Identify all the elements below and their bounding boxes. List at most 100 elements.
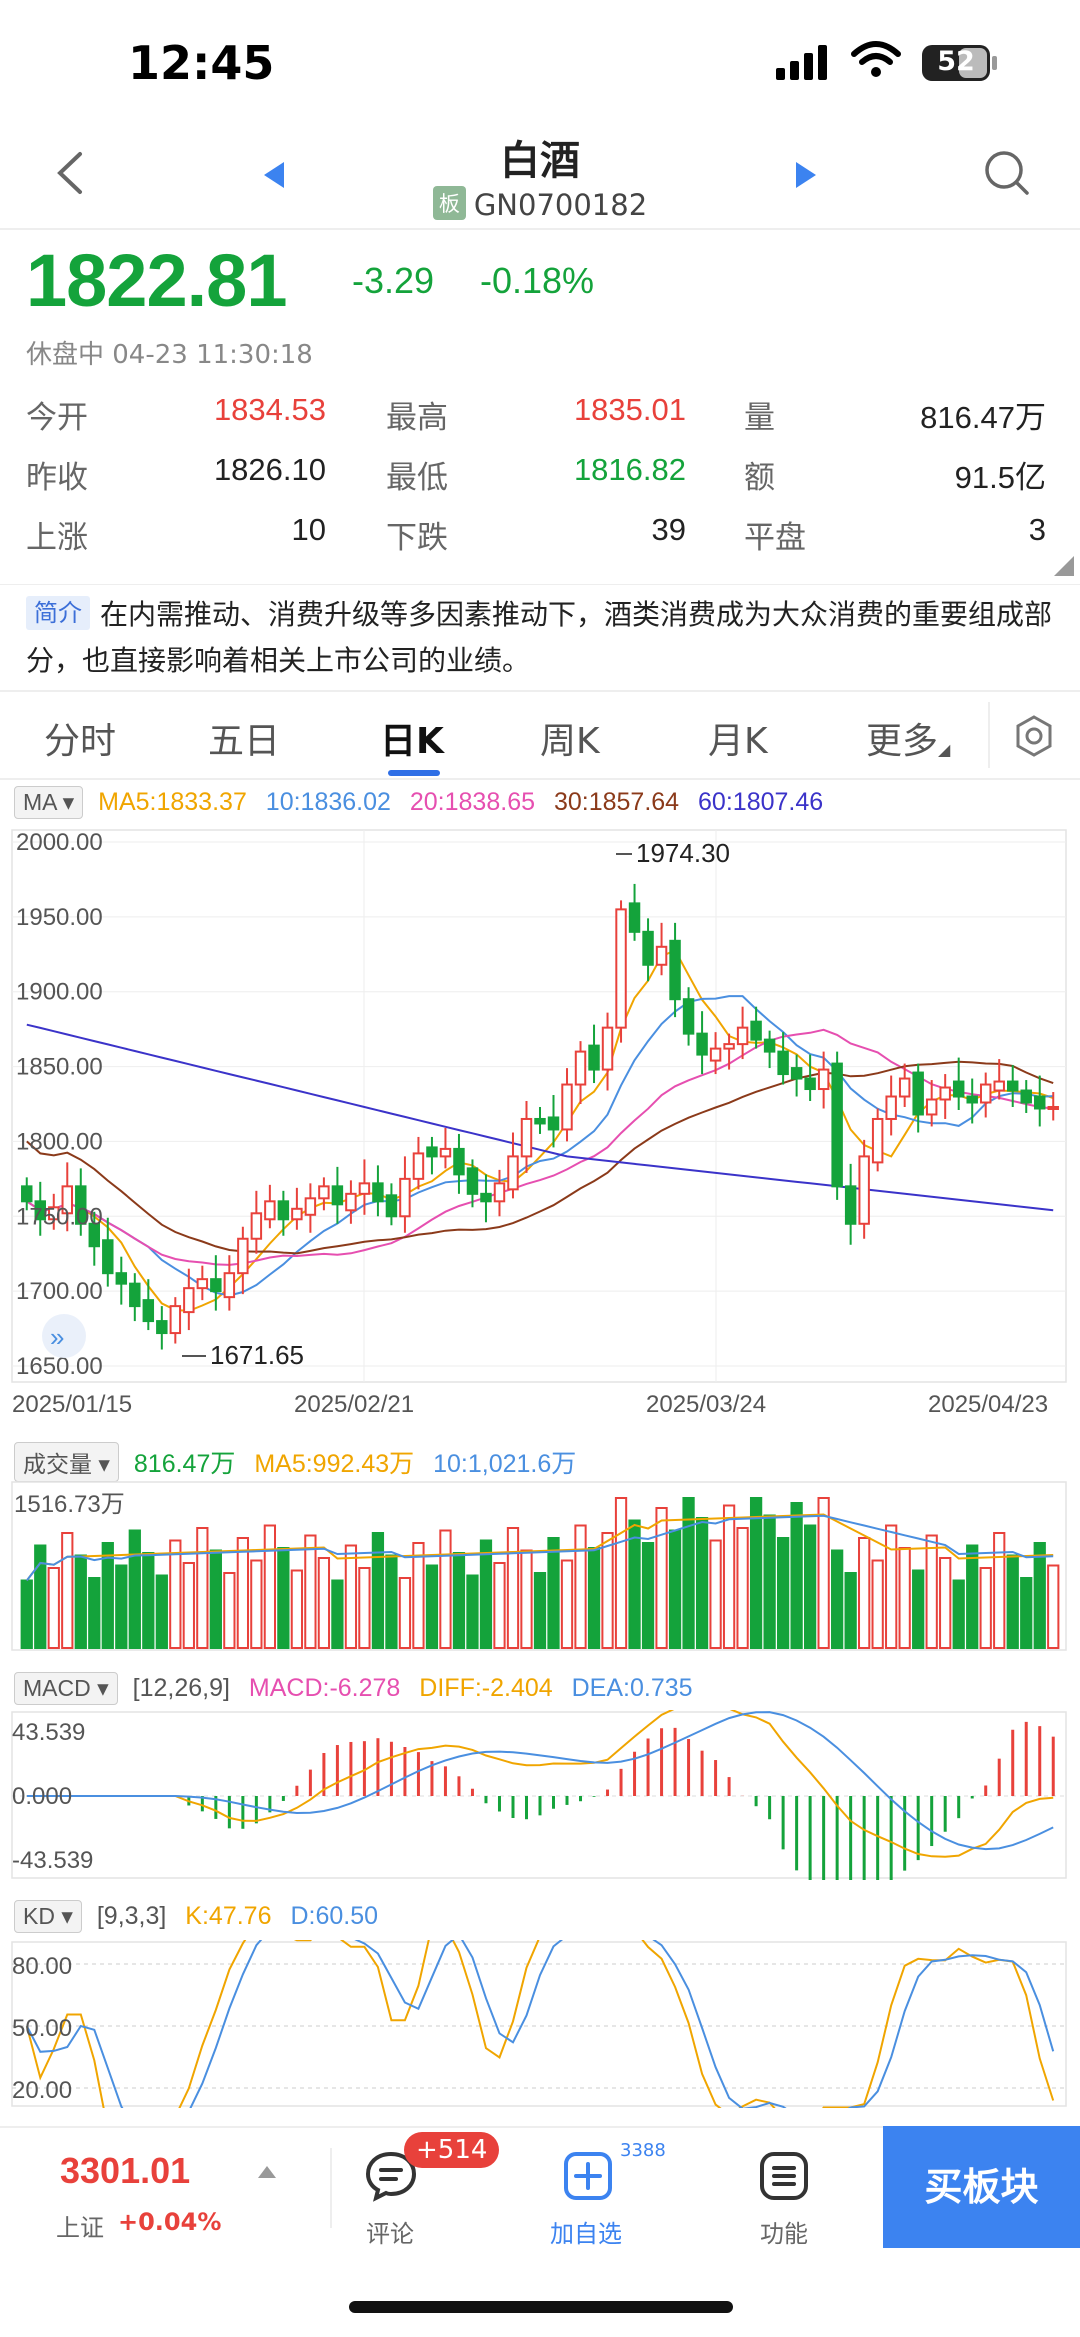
macd-selector-button[interactable]: MACD ▾ xyxy=(14,1672,118,1705)
period-high-label: 1974.30 xyxy=(636,838,730,868)
candle-body xyxy=(399,1177,411,1218)
volume-bar xyxy=(709,1539,722,1649)
volume-bar xyxy=(236,1537,249,1649)
home-indicator[interactable] xyxy=(349,2301,733,2313)
macd-tick-top: 43.539 xyxy=(12,1719,85,1746)
stat-label: 最低 xyxy=(386,460,448,496)
volume-bar xyxy=(223,1572,236,1649)
scroll-left-button[interactable]: » xyxy=(42,1314,86,1358)
y-tick-label: 1850.00 xyxy=(16,1054,103,1081)
intro-text: 在内需推动、消费升级等多因素推动下，酒类消费成为大众消费的重要组成部分，也直接影… xyxy=(26,598,1053,677)
candle-body xyxy=(871,1117,884,1164)
tab-daily-k[interactable]: 日K xyxy=(380,721,444,762)
comment-icon[interactable] xyxy=(364,2150,418,2202)
y-tick-label: 1700.00 xyxy=(16,1278,103,1305)
tab-five-day[interactable]: 五日 xyxy=(208,721,281,762)
candle-body xyxy=(588,1044,600,1071)
candle-body xyxy=(898,1077,911,1098)
candle-body xyxy=(804,1077,816,1091)
watch-count: 3388 xyxy=(620,2140,666,2161)
candle-body xyxy=(1020,1089,1032,1104)
macd-tick-bottom: -43.539 xyxy=(12,1847,93,1874)
candle-body xyxy=(156,1320,168,1335)
volume-bar xyxy=(939,1557,952,1649)
candle-body xyxy=(61,1185,74,1215)
volume-bar xyxy=(912,1569,925,1649)
candlestick-chart[interactable]: 2000.00 1950.00 1900.00 1850.00 1800.00 1750.… xyxy=(0,828,1080,1428)
dea-value: DEA:0.735 xyxy=(571,1674,693,1702)
index-value[interactable]: 3301.01 xyxy=(60,2150,191,2191)
date-label-4: 2025/04/23 xyxy=(928,1391,1048,1418)
stat-label: 最高 xyxy=(386,400,448,436)
volume-bar xyxy=(317,1557,331,1649)
volume-max-label: 1516.73万 xyxy=(14,1491,125,1518)
date-label-1: 2025/01/15 xyxy=(12,1391,132,1418)
next-stock-arrow-icon[interactable] xyxy=(794,160,818,190)
candle-body xyxy=(858,1155,870,1225)
search-icon[interactable] xyxy=(984,150,1030,196)
add-watchlist-icon[interactable] xyxy=(562,2150,614,2202)
volume-bar xyxy=(452,1552,466,1649)
tab-more[interactable]: 更多◢ xyxy=(866,712,950,764)
tab-weekly-k[interactable]: 周K xyxy=(540,721,600,762)
candle-body xyxy=(817,1068,830,1091)
volume-ma5-line xyxy=(26,1513,1054,1582)
candle-body xyxy=(34,1200,46,1221)
candle-body xyxy=(669,939,681,1001)
chart-settings-icon[interactable] xyxy=(1012,714,1056,758)
price-change-pct: -0.18% xyxy=(480,260,595,301)
candle-body xyxy=(318,1185,330,1200)
buy-board-button[interactable]: 买板块 xyxy=(883,2126,1080,2248)
prev-stock-arrow-icon[interactable] xyxy=(262,160,286,190)
kd-selector-button[interactable]: KD ▾ xyxy=(14,1900,82,1933)
ma-selector-button[interactable]: MA ▾ xyxy=(14,786,84,819)
ma30-value: 30:1857.64 xyxy=(553,788,680,816)
candle-body xyxy=(142,1299,155,1323)
volume-bar xyxy=(493,1562,506,1649)
volume-bar xyxy=(925,1534,938,1649)
stat-label: 上涨 xyxy=(26,520,88,556)
kd-params: [9,3,3] xyxy=(96,1902,167,1930)
volume-bar xyxy=(155,1574,168,1649)
back-icon[interactable] xyxy=(54,150,84,196)
candle-body xyxy=(48,1206,60,1221)
expand-corner-icon[interactable] xyxy=(1054,556,1074,576)
macd-value: MACD:-6.278 xyxy=(248,1674,401,1702)
add-watchlist-label[interactable]: 加自选 xyxy=(550,2220,622,2248)
volume-chart[interactable]: 1516.73万 xyxy=(0,1480,1080,1652)
tab-monthly-k[interactable]: 月K xyxy=(708,721,768,762)
dea-line xyxy=(26,1711,1054,1851)
volume-bar xyxy=(993,1532,1006,1649)
candle-body xyxy=(358,1182,371,1195)
board-code-text: GN0700182 xyxy=(473,188,648,222)
candle-body xyxy=(223,1272,236,1299)
index-expand-icon[interactable] xyxy=(256,2164,278,2180)
tab-intraday[interactable]: 分时 xyxy=(44,721,117,762)
kd-chart[interactable]: 80.00 50.00 20.00 xyxy=(0,1940,1080,2108)
candle-body xyxy=(952,1080,965,1098)
candle-body xyxy=(696,1032,708,1056)
volume-bar xyxy=(115,1564,128,1649)
functions-label[interactable]: 功能 xyxy=(760,2220,808,2248)
y-tick-label: 1900.00 xyxy=(16,979,103,1006)
y-tick-label: 1950.00 xyxy=(16,904,103,931)
macd-chart[interactable]: 43.539 0.000 -43.539 xyxy=(0,1710,1080,1880)
candle-body xyxy=(628,902,641,933)
volume-bar xyxy=(182,1562,195,1649)
candle-body xyxy=(709,1047,722,1062)
k-value: K:47.76 xyxy=(185,1902,272,1930)
functions-icon[interactable] xyxy=(758,2150,810,2202)
candle-body xyxy=(183,1287,195,1314)
index-name: 上证 xyxy=(56,2214,104,2242)
candle-body xyxy=(439,1147,452,1158)
volume-bar xyxy=(371,1532,385,1649)
volume-bar xyxy=(1006,1554,1019,1649)
candle-body xyxy=(88,1222,101,1248)
market-status: 休盘中 04-23 11:30:18 xyxy=(26,340,313,370)
volume-value: 816.47万 xyxy=(133,1450,236,1478)
candle-body xyxy=(912,1071,924,1116)
volume-bar xyxy=(88,1577,101,1649)
comment-label[interactable]: 评论 xyxy=(366,2220,414,2248)
volume-selector-button[interactable]: 成交量 ▾ xyxy=(14,1442,119,1482)
macd-tick-mid: 0.000 xyxy=(12,1783,72,1810)
